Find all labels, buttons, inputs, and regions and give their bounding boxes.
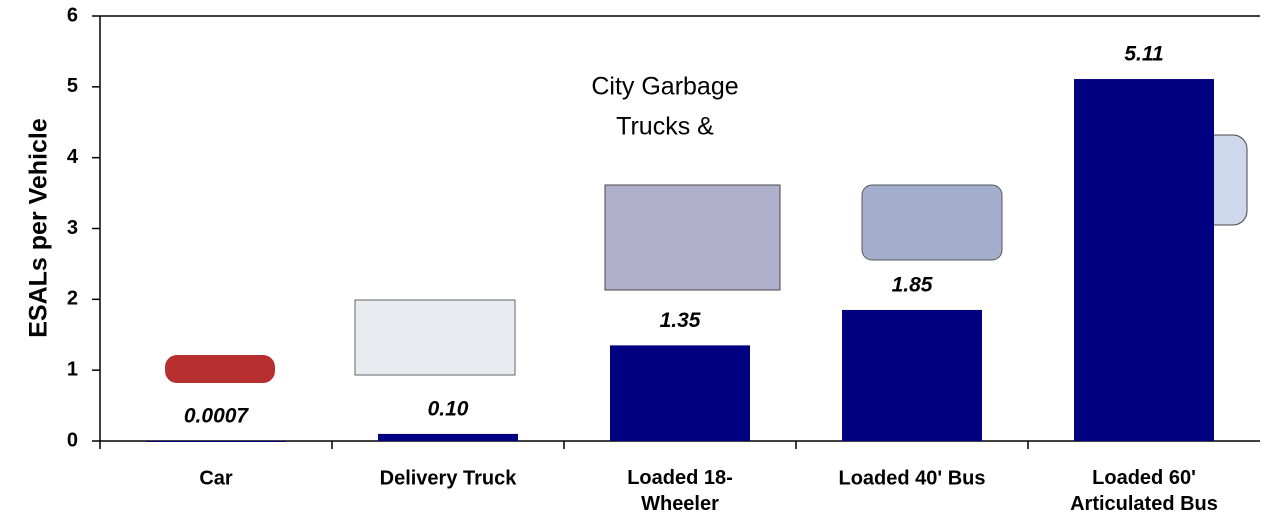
bus-icon <box>862 185 1002 260</box>
bar <box>378 434 518 441</box>
annotation: City Garbage <box>591 73 738 101</box>
x-tick-label: Loaded 40' Bus <box>838 467 985 489</box>
x-tick-label: Loaded 60'Articulated Bus <box>1070 467 1218 515</box>
x-tick-label: Car <box>199 467 233 489</box>
value-label: 1.35 <box>660 309 701 332</box>
delivery-truck-icon <box>355 300 515 375</box>
value-label: 5.11 <box>1124 43 1163 66</box>
value-label: 0.10 <box>428 397 469 420</box>
bar <box>610 345 750 441</box>
y-tick-label: 6 <box>67 4 78 26</box>
value-label: 1.85 <box>892 274 933 297</box>
value-label: 0.0007 <box>184 404 250 427</box>
bar <box>842 310 982 441</box>
annotation: Trucks & <box>616 113 714 141</box>
y-tick-label: 2 <box>67 288 78 310</box>
bar <box>1074 79 1214 441</box>
y-axis-title: ESALs per Vehicle <box>25 118 53 338</box>
semi-truck-icon <box>605 185 780 290</box>
y-tick-label: 4 <box>67 146 79 168</box>
bar <box>146 441 286 442</box>
y-tick-label: 5 <box>67 75 78 97</box>
y-tick-label: 0 <box>67 429 78 451</box>
x-tick-label: Loaded 18-Wheeler <box>627 467 733 515</box>
y-tick-label: 3 <box>67 217 78 239</box>
x-tick-label: Delivery Truck <box>380 467 518 489</box>
chart: ESALs per Vehicle 0 1 2 3 4 5 6 City Garbage Tru… <box>0 0 1266 522</box>
y-tick-label: 1 <box>67 358 78 380</box>
car-icon <box>165 355 275 383</box>
